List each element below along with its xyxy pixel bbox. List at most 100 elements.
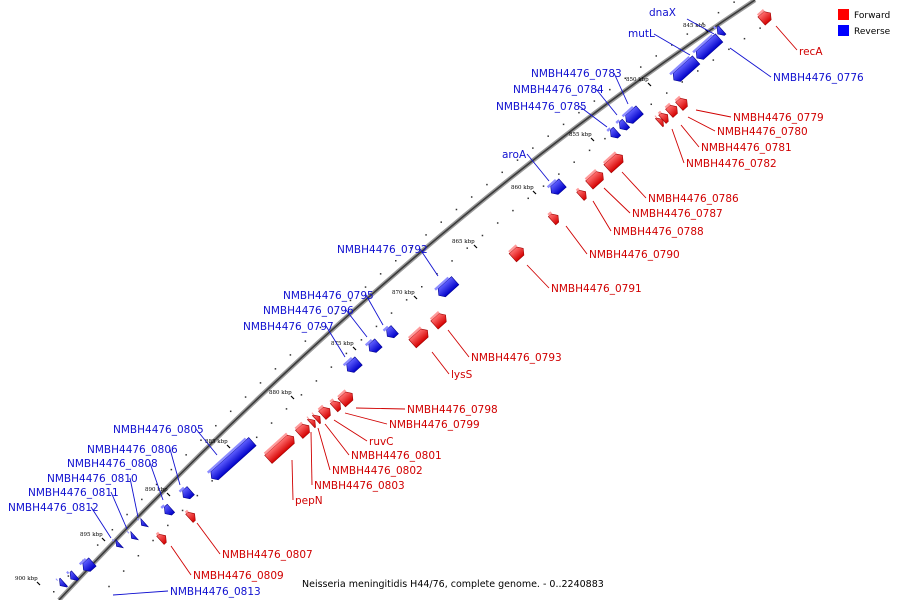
forward-gene-arrow-19[interactable] [263, 431, 297, 464]
forward-gene-label-nmbh4476-0802[interactable]: NMBH4476_0802 [332, 465, 423, 477]
forward-gene-label-nmbh4476-0791[interactable]: NMBH4476_0791 [551, 283, 642, 295]
forward-gene-arrow-13-bevel [337, 389, 347, 398]
forward-gene-arrow-1[interactable] [756, 7, 774, 26]
reverse-gene-label-nmbh4476-0783[interactable]: NMBH4476_0783 [531, 68, 622, 80]
forward-gene-label-nmbh4476-0782[interactable]: NMBH4476_0782 [686, 158, 777, 170]
scale-tick-mark [36, 581, 41, 586]
forward-gene-arrow-11[interactable] [429, 309, 449, 330]
reverse-gene-arrow-2[interactable] [691, 32, 724, 62]
forward-gene-arrow-7[interactable] [584, 167, 606, 190]
reverse-gene-arrow-12[interactable] [206, 436, 257, 483]
reverse-gene-label-nmbh4476-0776[interactable]: NMBH4476_0776 [773, 72, 864, 84]
forward-gene-arrow-8[interactable] [575, 186, 589, 201]
forward-gene-label-reca[interactable]: recA [799, 46, 823, 58]
forward-gene-arrow-6[interactable] [602, 149, 626, 174]
forward-gene-label-nmbh4476-0779[interactable]: NMBH4476_0779 [733, 112, 824, 124]
forward-gene-label-ruvc[interactable]: ruvC [369, 436, 394, 448]
reverse-gene-arrow-16[interactable] [126, 530, 140, 543]
forward-gene-label-nmbh4476-0799[interactable]: NMBH4476_0799 [389, 419, 480, 431]
reverse-gene-arrow-7[interactable] [546, 177, 567, 197]
reverse-gene-arrow-19[interactable] [65, 569, 80, 583]
minor-tick [270, 422, 273, 424]
reverse-gene-label-nmbh4476-0797[interactable]: NMBH4476_0797 [243, 321, 334, 333]
forward-gene-arrow-2[interactable] [674, 94, 690, 111]
forward-gene-label-nmbh4476-0780[interactable]: NMBH4476_0780 [717, 126, 808, 138]
reverse-gene-arrow-20[interactable] [55, 576, 68, 589]
forward-gene-label-nmbh4476-0786[interactable]: NMBH4476_0786 [648, 193, 739, 205]
reverse-gene-arrow-11[interactable] [342, 355, 363, 375]
forward-gene-arrow-20[interactable] [184, 508, 198, 523]
reverse-gene-arrow-17[interactable] [111, 538, 125, 551]
forward-gene-arrow-3[interactable] [664, 101, 680, 118]
forward-gene-label-nmbh4476-0801[interactable]: NMBH4476_0801 [351, 450, 442, 462]
minor-tick [215, 424, 217, 427]
reverse-gene-arrow-15[interactable] [136, 517, 150, 530]
reverse-gene-arrow-14[interactable] [160, 502, 176, 517]
reverse-gene-arrow-11-bevel [342, 357, 353, 367]
forward-gene-label-nmbh4476-0787[interactable]: NMBH4476_0787 [632, 208, 723, 220]
minor-tick [67, 575, 70, 577]
reverse-gene-label-nmbh4476-0784[interactable]: NMBH4476_0784 [513, 84, 604, 96]
reverse-gene-label-nmbh4476-0792[interactable]: NMBH4476_0792 [337, 244, 428, 256]
forward-gene-label-nmbh4476-0798[interactable]: NMBH4476_0798 [407, 404, 498, 416]
reverse-gene-arrow-5[interactable] [615, 117, 631, 132]
forward-gene-leader-line [565, 225, 588, 255]
forward-gene-arrow-5[interactable] [654, 113, 667, 128]
reverse-gene-label-nmbh4476-0811[interactable]: NMBH4476_0811 [28, 487, 119, 499]
forward-gene-label-pepn[interactable]: pepN [295, 495, 323, 507]
forward-gene-arrow-14[interactable] [329, 396, 344, 413]
reverse-gene-arrow-9[interactable] [382, 324, 399, 341]
reverse-gene-arrow-4[interactable] [621, 104, 644, 126]
minor-tick [470, 196, 473, 198]
reverse-gene-label-dnax[interactable]: dnaX [649, 7, 676, 19]
reverse-gene-arrow-10[interactable] [364, 337, 383, 355]
forward-gene-arrow-18[interactable] [294, 420, 313, 439]
forward-gene-arrow-9[interactable] [547, 209, 562, 226]
forward-gene-arrow-4[interactable] [657, 109, 671, 124]
forward-gene-label-lyss[interactable]: lysS [451, 369, 473, 381]
reverse-gene-arrow-6[interactable] [606, 125, 622, 140]
forward-gene-arrow-21[interactable] [155, 530, 169, 545]
minor-tick [466, 247, 468, 249]
forward-gene-label-nmbh4476-0807[interactable]: NMBH4476_0807 [222, 549, 313, 561]
forward-gene-label-nmbh4476-0790[interactable]: NMBH4476_0790 [589, 249, 680, 261]
reverse-gene-label-nmbh4476-0806[interactable]: NMBH4476_0806 [87, 444, 178, 456]
reverse-gene-arrow-18[interactable] [78, 556, 97, 574]
forward-gene-arrow-12[interactable] [407, 324, 431, 349]
forward-gene-arrow-15[interactable] [317, 403, 333, 420]
minor-tick [300, 394, 303, 396]
reverse-gene-label-nmbh4476-0785[interactable]: NMBH4476_0785 [496, 101, 587, 113]
forward-gene-arrow-1-bevel [756, 9, 765, 17]
reverse-gene-label-nmbh4476-0805[interactable]: NMBH4476_0805 [113, 424, 204, 436]
minor-tick [315, 380, 318, 382]
reverse-gene-arrow-12-bevel [206, 437, 247, 474]
forward-gene-arrow-16[interactable] [311, 410, 324, 425]
forward-gene-arrow-13[interactable] [336, 387, 355, 408]
minor-tick [330, 366, 333, 368]
reverse-gene-arrow-19-shape [69, 570, 80, 581]
reverse-gene-label-nmbh4476-0810[interactable]: NMBH4476_0810 [47, 473, 138, 485]
reverse-gene-label-nmbh4476-0812[interactable]: NMBH4476_0812 [8, 502, 99, 514]
forward-gene-label-nmbh4476-0809[interactable]: NMBH4476_0809 [193, 570, 284, 582]
reverse-gene-label-nmbh4476-0813[interactable]: NMBH4476_0813 [170, 586, 261, 598]
reverse-gene-arrow-3[interactable] [668, 54, 701, 84]
reverse-gene-label-aroa[interactable]: aroA [502, 149, 527, 161]
minor-tick [360, 339, 363, 341]
reverse-gene-arrow-8[interactable] [433, 275, 460, 300]
reverse-gene-label-mutl[interactable]: mutL [628, 28, 655, 40]
minor-tick [375, 325, 378, 328]
forward-gene-label-nmbh4476-0803[interactable]: NMBH4476_0803 [314, 480, 405, 492]
forward-gene-arrow-17[interactable] [306, 414, 319, 429]
reverse-gene-label-nmbh4476-0796[interactable]: NMBH4476_0796 [263, 305, 354, 317]
reverse-gene-arrow-1[interactable] [712, 24, 727, 38]
minor-tick [681, 81, 683, 83]
forward-gene-label-nmbh4476-0781[interactable]: NMBH4476_0781 [701, 142, 792, 154]
forward-gene-label-nmbh4476-0788[interactable]: NMBH4476_0788 [613, 226, 704, 238]
forward-gene-label-nmbh4476-0793[interactable]: NMBH4476_0793 [471, 352, 562, 364]
forward-gene-arrow-10[interactable] [507, 242, 526, 263]
minor-tick [486, 183, 488, 186]
minor-tick [181, 509, 184, 512]
reverse-gene-label-nmbh4476-0808[interactable]: NMBH4476_0808 [67, 458, 158, 470]
reverse-gene-label-nmbh4476-0795[interactable]: NMBH4476_0795 [283, 290, 374, 302]
reverse-gene-arrow-13[interactable] [178, 485, 195, 502]
